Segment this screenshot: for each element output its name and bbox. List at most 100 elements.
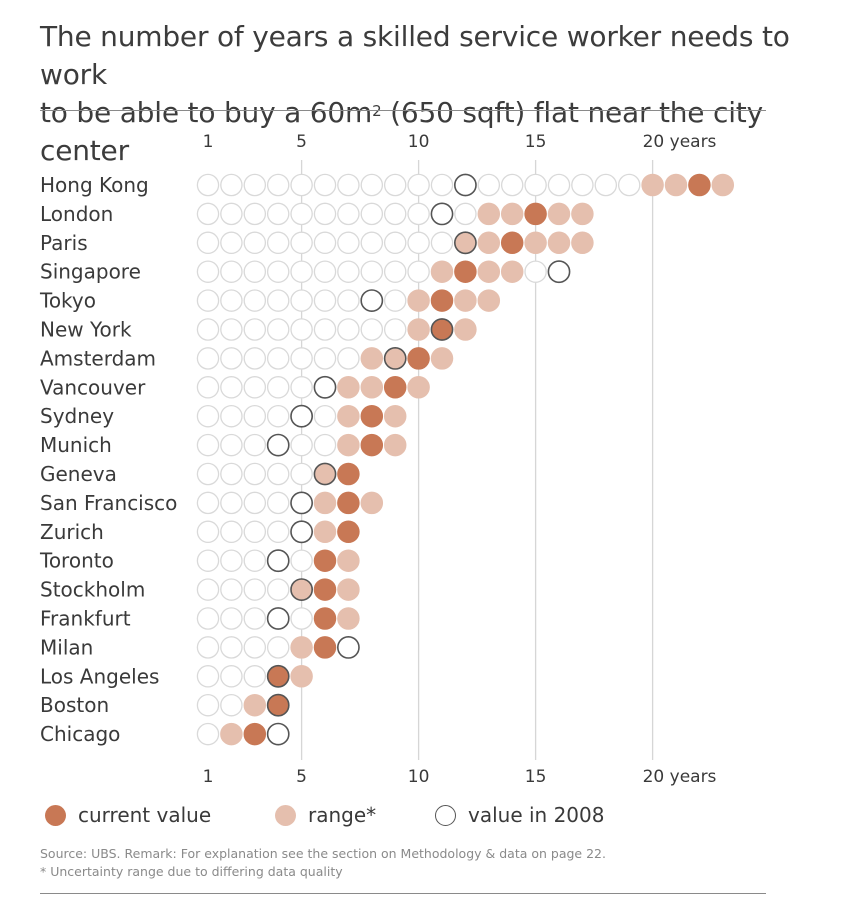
empty-dot bbox=[243, 289, 267, 312]
empty-dot bbox=[220, 404, 243, 428]
tick-label-bottom-10: 10 bbox=[408, 767, 430, 787]
range-dot bbox=[641, 173, 664, 197]
empty-dot bbox=[360, 173, 384, 197]
legend-current: current value bbox=[45, 803, 211, 827]
empty-dot bbox=[196, 260, 220, 283]
source-note: Source: UBS. Remark: For explanation see… bbox=[40, 846, 606, 861]
city-label: Stockholm bbox=[40, 578, 145, 602]
range-dot bbox=[220, 722, 243, 746]
empty-dot bbox=[313, 318, 337, 341]
range-dot bbox=[571, 202, 594, 226]
range-dot bbox=[430, 347, 454, 370]
legend-2008-swatch bbox=[435, 804, 456, 826]
tick-label-top-20: 20 years bbox=[643, 132, 717, 152]
empty-dot bbox=[243, 462, 267, 486]
empty-dot bbox=[407, 173, 430, 197]
empty-dot bbox=[407, 202, 430, 226]
range-dot bbox=[337, 549, 360, 572]
city-label: London bbox=[40, 202, 113, 226]
value-2008-dot bbox=[266, 722, 290, 746]
empty-dot bbox=[383, 289, 407, 312]
city-label: San Francisco bbox=[40, 491, 177, 515]
range-dot bbox=[337, 607, 360, 630]
value-2008-dot bbox=[453, 231, 477, 255]
current-value-dot bbox=[313, 636, 337, 659]
current-value-dot bbox=[383, 376, 407, 399]
empty-dot bbox=[571, 173, 594, 197]
range-dot bbox=[337, 578, 360, 601]
remark-note: * Uncertainty range due to differing dat… bbox=[40, 864, 343, 879]
range-dot bbox=[360, 376, 384, 399]
empty-dot bbox=[430, 173, 454, 197]
empty-dot bbox=[360, 202, 384, 226]
empty-dot bbox=[290, 202, 313, 226]
range-dot bbox=[313, 491, 337, 515]
city-label: Boston bbox=[40, 693, 109, 717]
empty-dot bbox=[477, 173, 501, 197]
legend-range-label: range* bbox=[308, 803, 377, 827]
empty-dot bbox=[290, 173, 313, 197]
city-label: Munich bbox=[40, 433, 112, 457]
empty-dot bbox=[360, 260, 384, 283]
range-dot bbox=[290, 665, 313, 688]
city-label: Geneva bbox=[40, 462, 117, 486]
empty-dot bbox=[383, 260, 407, 283]
range-dot bbox=[407, 376, 430, 399]
range-dot bbox=[383, 404, 407, 428]
tick-label-bottom-15: 15 bbox=[525, 767, 547, 787]
empty-dot bbox=[337, 231, 360, 255]
empty-dot bbox=[220, 318, 243, 341]
value-2008-dot bbox=[547, 260, 571, 284]
range-dot bbox=[454, 318, 477, 341]
chart-title-line2-post: (650 sqft) flat near the city center bbox=[40, 96, 763, 167]
empty-dot bbox=[243, 607, 267, 630]
tick-label-top-5: 5 bbox=[296, 132, 307, 152]
empty-dot bbox=[407, 231, 430, 255]
empty-dot bbox=[220, 202, 243, 226]
current-value-dot bbox=[313, 578, 337, 601]
notes: Source: UBS. Remark: For explanation see… bbox=[40, 845, 606, 881]
empty-dot bbox=[220, 260, 243, 283]
empty-dot bbox=[337, 173, 360, 197]
current-value-dot bbox=[313, 549, 337, 572]
empty-dot bbox=[196, 173, 220, 197]
empty-dot bbox=[547, 173, 571, 197]
current-value-dot bbox=[407, 347, 430, 370]
range-dot bbox=[571, 231, 594, 255]
empty-dot bbox=[313, 347, 337, 370]
range-dot bbox=[407, 289, 430, 312]
value-2008-dot bbox=[453, 173, 477, 197]
empty-dot bbox=[220, 636, 243, 659]
current-value-dot bbox=[360, 404, 384, 428]
empty-dot bbox=[266, 462, 290, 486]
range-dot bbox=[337, 404, 360, 428]
legend-2008-label: value in 2008 bbox=[468, 803, 605, 827]
tick-label-top-15: 15 bbox=[525, 132, 547, 152]
empty-dot bbox=[220, 520, 243, 544]
range-dot bbox=[547, 202, 571, 226]
empty-dot bbox=[337, 289, 360, 312]
value-2008-dot bbox=[360, 289, 384, 313]
empty-dot bbox=[243, 318, 267, 341]
current-value-dot bbox=[337, 491, 360, 515]
empty-dot bbox=[243, 202, 267, 226]
range-dot bbox=[360, 491, 384, 515]
empty-dot bbox=[196, 231, 220, 255]
chart-title-line1: The number of years a skilled service wo… bbox=[40, 20, 790, 91]
empty-dot bbox=[220, 347, 243, 370]
city-label: Milan bbox=[40, 635, 93, 659]
empty-dot bbox=[290, 462, 313, 486]
empty-dot bbox=[220, 607, 243, 630]
empty-dot bbox=[196, 347, 220, 370]
city-label: Amsterdam bbox=[40, 346, 156, 370]
legend-range-swatch bbox=[275, 804, 296, 826]
empty-dot bbox=[243, 636, 267, 659]
empty-dot bbox=[266, 520, 290, 544]
empty-dot bbox=[266, 202, 290, 226]
tick-label-bottom-1: 1 bbox=[203, 767, 214, 787]
current-value-dot bbox=[500, 231, 524, 255]
empty-dot bbox=[243, 173, 267, 197]
empty-dot bbox=[196, 578, 220, 601]
range-dot bbox=[711, 173, 735, 197]
empty-dot bbox=[196, 318, 220, 341]
